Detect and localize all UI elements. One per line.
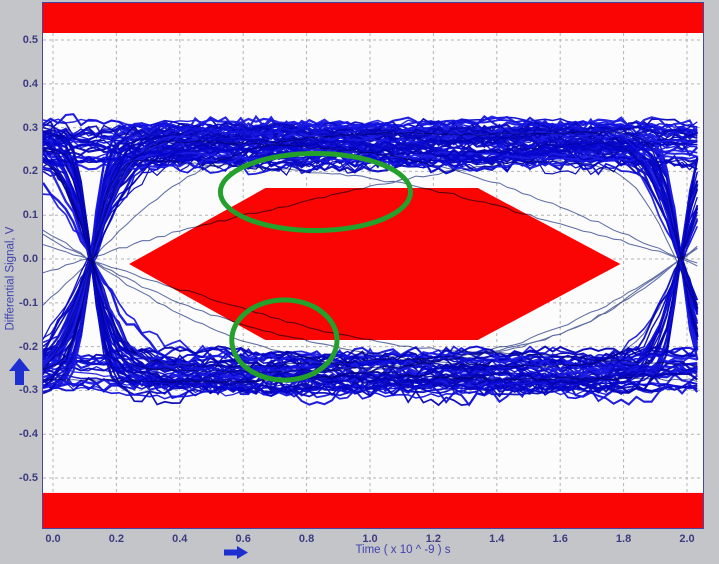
slow-outlier-traces bbox=[43, 130, 698, 384]
y-tick-label: 0.3 bbox=[22, 121, 38, 134]
x-tick-label: 2.0 bbox=[679, 533, 695, 545]
x-tick-label: 0.6 bbox=[235, 533, 251, 545]
x-tick-label: 1.0 bbox=[362, 533, 378, 545]
x-axis-scroll-right-arrow-icon[interactable] bbox=[224, 546, 248, 559]
eye-diagram-canvas bbox=[43, 3, 703, 528]
y-tick-label: 0.1 bbox=[22, 209, 38, 222]
mask-bottom-bar bbox=[43, 492, 703, 528]
mask-top-bar bbox=[43, 3, 703, 34]
plot-area bbox=[42, 2, 704, 529]
y-tick-label: -0.3 bbox=[19, 384, 38, 397]
x-tick-label: 0.4 bbox=[172, 533, 188, 545]
violation-ellipse bbox=[217, 150, 414, 234]
x-tick-label: 1.2 bbox=[425, 533, 442, 545]
y-tick-label: -0.1 bbox=[19, 296, 38, 309]
y-axis-scroll-up-arrow-icon[interactable] bbox=[9, 358, 30, 385]
y-tick-label: 0.0 bbox=[22, 253, 38, 266]
y-tick-label: -0.5 bbox=[19, 472, 38, 485]
y-tick-label: -0.4 bbox=[19, 428, 38, 441]
y-axis-title: Differential Signal, V bbox=[4, 226, 17, 331]
x-tick-label: 1.8 bbox=[615, 533, 632, 545]
violation-ellipse bbox=[229, 297, 340, 383]
x-axis-title: Time ( x 10 ^ -9 ) s bbox=[355, 544, 451, 556]
violation-annotations bbox=[217, 150, 414, 383]
y-tick-label: 0.2 bbox=[22, 165, 38, 178]
y-tick-label: 0.4 bbox=[22, 77, 38, 90]
x-tick-label: 1.6 bbox=[552, 533, 568, 545]
mask-hexagon bbox=[129, 188, 621, 341]
compliance-mask bbox=[43, 3, 703, 528]
y-tick-label: 0.5 bbox=[22, 34, 38, 46]
x-tick-label: 1.4 bbox=[489, 533, 505, 545]
eye-traces bbox=[43, 113, 699, 407]
x-tick-label: 0.0 bbox=[45, 533, 61, 545]
y-tick-label: -0.2 bbox=[19, 340, 38, 353]
x-tick-label: 0.2 bbox=[108, 533, 125, 545]
x-tick-label: 0.8 bbox=[298, 533, 315, 545]
